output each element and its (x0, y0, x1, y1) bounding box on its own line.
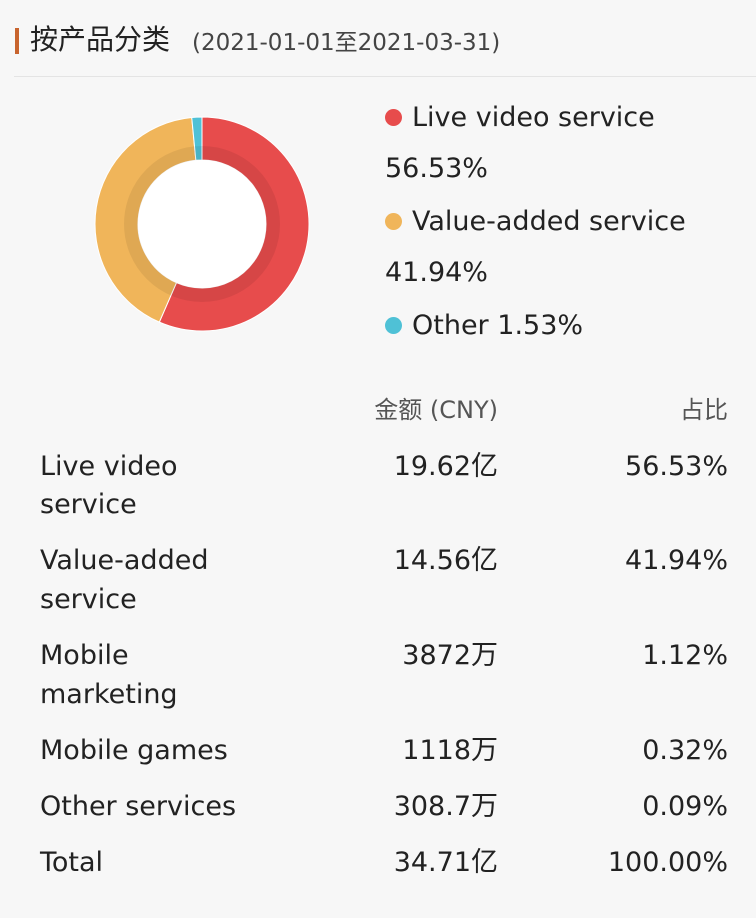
section-title: 按产品分类 (30, 23, 171, 56)
row-name-line1: Live video (40, 451, 178, 482)
legend-value-value-added: 41.94% (385, 257, 488, 288)
row-share: 0.32% (642, 735, 728, 766)
legend-dot-other (385, 317, 402, 334)
row-name-line2: marketing (40, 679, 178, 710)
row-name-line2: service (40, 489, 137, 520)
legend-dot-value-added (385, 213, 402, 230)
row-amount: 1118万 (402, 735, 498, 766)
accent-bar (15, 28, 19, 54)
legend-value-other: 1.53% (497, 310, 584, 341)
section-header: 按产品分类 (2021-01-01至2021-03-31) (0, 0, 756, 78)
row-amount: 308.7万 (393, 791, 498, 822)
row-amount: 3872万 (402, 640, 498, 671)
date-range: (2021-01-01至2021-03-31) (192, 30, 501, 56)
legend-label-live-video: Live video service (412, 102, 655, 133)
row-share: 1.12% (642, 640, 728, 671)
legend-label-other-text: Other (412, 310, 489, 341)
donut-inner-shadow (124, 146, 280, 302)
header-divider (14, 76, 756, 77)
legend-label-value-added: Value-added service (412, 206, 686, 237)
row-amount: 14.56亿 (393, 545, 498, 576)
row-name-line1: Mobile games (40, 735, 228, 766)
donut-hole (138, 160, 266, 288)
column-header-amount: 金额 (CNY) (374, 396, 498, 424)
row-share: 56.53% (625, 451, 728, 482)
row-amount: 34.71亿 (393, 847, 498, 878)
row-name-line1: Mobile (40, 640, 129, 671)
donut-chart (94, 116, 310, 332)
row-name-line1: Total (40, 847, 104, 878)
row-name-line1: Value-added (40, 545, 209, 576)
row-name-line2: service (40, 584, 137, 615)
column-header-share: 占比 (680, 396, 728, 424)
row-amount: 19.62亿 (393, 451, 498, 482)
row-share: 100.00% (607, 847, 728, 878)
legend-value-live-video: 56.53% (385, 153, 488, 184)
row-name-line1: Other services (40, 791, 237, 822)
legend-dot-live-video (385, 109, 402, 126)
row-share: 0.09% (642, 791, 728, 822)
row-share: 41.94% (625, 545, 728, 576)
legend-label-other: Other 1.53% (412, 306, 583, 346)
